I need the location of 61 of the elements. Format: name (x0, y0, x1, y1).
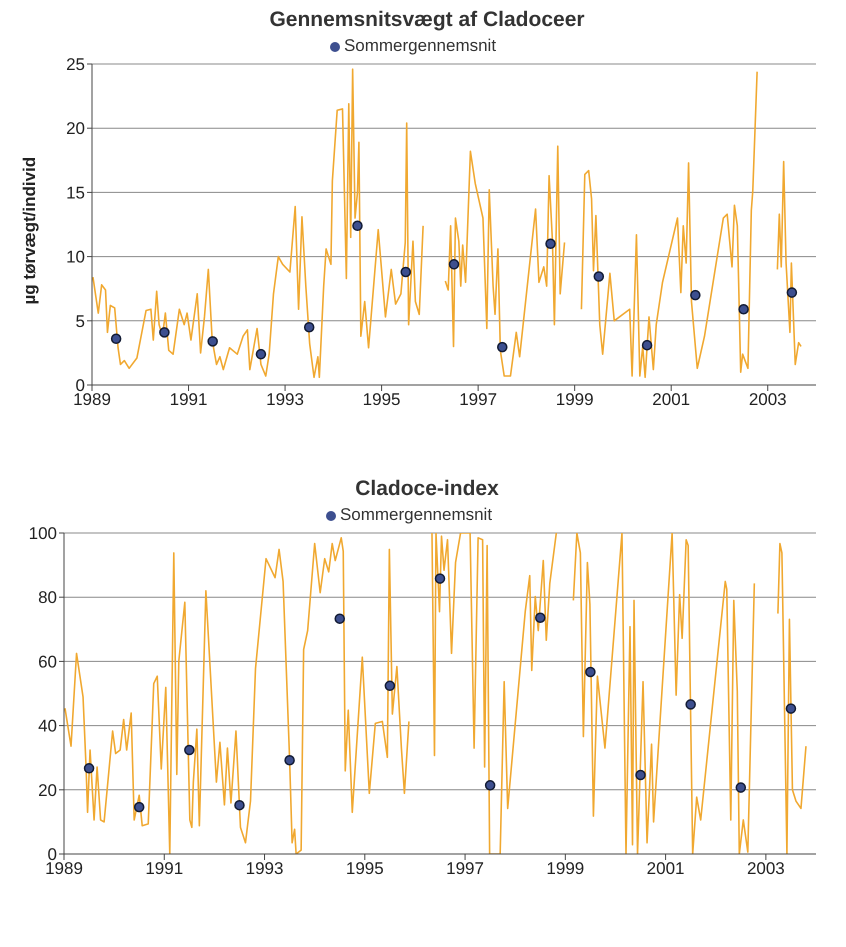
x-tick-label: 1995 (346, 859, 384, 878)
chart-title: Gennemsnitsvægt af Cladoceer (268, 8, 586, 32)
y-axis-title: µg tørvægt/individ (20, 156, 40, 304)
x-tick-label: 1999 (556, 390, 594, 410)
point (384, 680, 396, 692)
point (545, 238, 556, 250)
point (786, 287, 798, 298)
point (685, 699, 696, 710)
legend-label: Sommergennemsnit (340, 505, 492, 524)
y-tick-label: 80 (38, 588, 57, 608)
y-tick-label: 10 (66, 248, 85, 267)
y-tick-label: 60 (38, 652, 57, 672)
point (334, 613, 345, 624)
point (635, 770, 646, 780)
point (304, 322, 314, 332)
point (400, 266, 411, 278)
legend-label: Sommergennemsnit (344, 36, 496, 55)
point (352, 220, 363, 232)
x-tick-label: 1997 (446, 859, 484, 878)
point (736, 782, 746, 793)
point (484, 780, 496, 791)
point (738, 304, 749, 314)
point (284, 755, 295, 766)
chart-title: Cladoce-index (354, 477, 500, 501)
y-tick-label: 15 (66, 183, 85, 202)
x-tick-label: 2003 (746, 859, 785, 878)
point (434, 573, 446, 584)
point (642, 340, 652, 350)
y-tick-label: 5 (76, 312, 85, 331)
point (448, 259, 460, 270)
point (184, 744, 195, 756)
y-tick-label: 20 (66, 119, 85, 138)
point (497, 342, 508, 352)
x-tick-label: 2001 (646, 859, 685, 878)
point (159, 327, 170, 338)
x-tick-label: 1991 (170, 390, 208, 410)
point (110, 334, 122, 344)
x-tick-label: 1995 (362, 390, 401, 410)
x-tick-label: 1999 (546, 859, 584, 878)
x-tick-label: 1997 (459, 390, 498, 410)
point (585, 666, 596, 678)
x-tick-label: 1991 (145, 859, 184, 878)
point (134, 802, 144, 812)
y-tick-label: 100 (28, 524, 57, 544)
x-tick-label: 1989 (73, 390, 111, 410)
point (256, 348, 266, 360)
point (84, 763, 94, 774)
x-tick-label: 1993 (246, 859, 284, 878)
point (234, 800, 245, 810)
point (594, 271, 604, 282)
x-tick-label: 1993 (266, 390, 304, 410)
point (207, 336, 218, 347)
x-tick-label: 1989 (45, 859, 83, 878)
y-tick-label: 40 (38, 716, 57, 736)
point (535, 612, 546, 623)
y-tick-label: 25 (66, 55, 85, 74)
point (690, 290, 701, 300)
x-tick-label: 2003 (748, 390, 787, 410)
x-tick-label: 2001 (652, 390, 690, 410)
point (786, 703, 796, 714)
y-tick-label: 20 (38, 780, 57, 800)
